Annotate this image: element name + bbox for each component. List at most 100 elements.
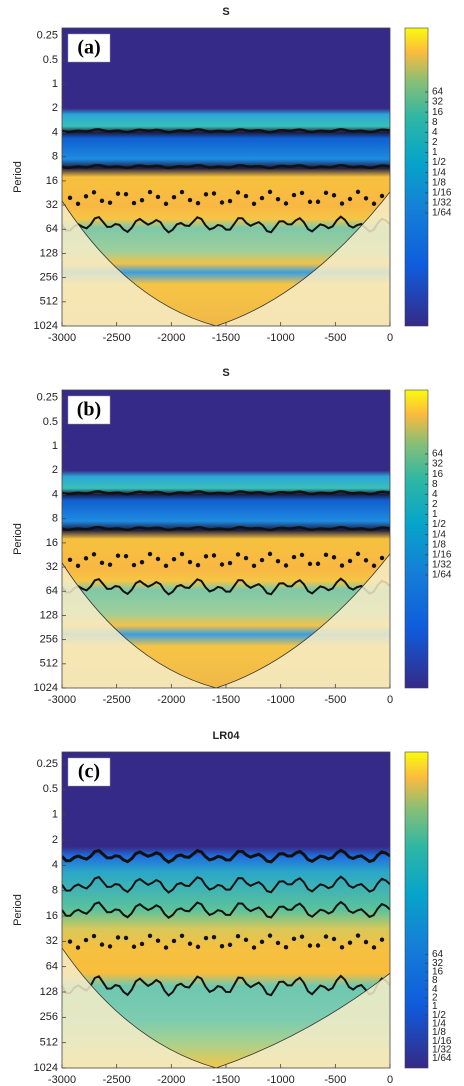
contour-dot [123, 191, 129, 197]
contour-dot [211, 553, 217, 558]
contour-dot [187, 941, 193, 946]
contour-dot [179, 189, 185, 195]
contour-dot [363, 939, 369, 945]
panel-label-box [67, 33, 111, 63]
colorbar-tick-label: 8 [432, 117, 438, 128]
contour-dot [331, 555, 337, 560]
contour-dot [243, 555, 249, 561]
contour-dot [251, 563, 257, 568]
y-tick-label: 1024 [34, 320, 58, 332]
colorbar-fill [404, 389, 429, 689]
contour-dot [355, 189, 361, 195]
y-tick-label: 32 [46, 199, 58, 211]
colorbar-tick-label: 32 [432, 958, 444, 969]
y-tick-label: 256 [40, 1011, 58, 1023]
colorbar-tick-label: 1/4 [432, 167, 446, 178]
colorbar-fill [404, 27, 429, 327]
contour-dot [283, 563, 289, 568]
contour-dot [331, 936, 337, 942]
y-tick-label: 8 [52, 513, 58, 525]
contour-dot [115, 553, 121, 558]
colorbar-fill [404, 751, 429, 1069]
y-tick-label: 0.25 [37, 30, 58, 42]
contour-dot [163, 563, 169, 569]
contour-dot [211, 191, 217, 196]
contour [62, 577, 390, 596]
panel: (b)SPeriod0.250.512481632641282565121024… [12, 367, 452, 706]
contour-dot [299, 552, 305, 558]
colorbar-tick-label: 1/2 [432, 519, 446, 530]
y-tick-label: 1024 [34, 682, 58, 694]
contour-dot [147, 551, 153, 557]
colorbar-tick-label: 1/32 [432, 1044, 452, 1055]
y-tick-label: 16 [46, 537, 58, 549]
colorbar-tick-label: 32 [432, 459, 444, 470]
contour-dot [291, 192, 297, 198]
contour [62, 900, 390, 919]
x-tick-label: -500 [324, 694, 346, 706]
y-tick-label: 64 [46, 223, 58, 235]
x-tick-label: -2000 [157, 1074, 185, 1086]
contour-dot [107, 562, 113, 567]
colorbar-tick-label: 2 [432, 137, 438, 148]
y-tick-label: 256 [40, 272, 58, 284]
y-tick-label: 4 [52, 126, 58, 138]
contour-dot [211, 935, 217, 940]
colorbar-tick-label: 64 [432, 949, 444, 960]
contour-dot [91, 933, 97, 939]
contour-dot [275, 196, 281, 202]
contour-dot [139, 560, 145, 565]
y-tick-label: 128 [40, 609, 58, 621]
chart-title: S [222, 6, 229, 18]
colorbar-tick-label: 1/4 [432, 529, 446, 540]
panel-label: (b) [77, 399, 101, 421]
contour [62, 490, 390, 496]
y-tick-label: 2 [52, 464, 58, 476]
colorbar-tick-label: 2 [432, 499, 438, 510]
contour-dot [379, 193, 385, 199]
contour-dot [347, 196, 353, 202]
contour-dot [355, 933, 361, 938]
colorbar-tick-label: 4 [432, 984, 438, 995]
x-tick-label: -3000 [48, 694, 76, 706]
contour-dot [155, 938, 161, 943]
colorbar-tick-label: 4 [432, 489, 438, 500]
panel-label: (c) [78, 761, 100, 783]
contour-dot [299, 934, 305, 939]
contour-dot [235, 552, 241, 557]
contour-dot [275, 558, 281, 564]
y-tick-label: 32 [46, 561, 58, 573]
panel: (c)LR04Period0.250.512481632641282565121… [12, 730, 452, 1086]
y-axis-label: Period [12, 523, 24, 555]
contour-dot [75, 201, 81, 207]
contour-dot [195, 562, 201, 568]
contour-dot [75, 945, 81, 950]
contour-dot [283, 945, 289, 950]
contour-dot [339, 563, 345, 568]
y-tick-label: 4 [52, 488, 58, 500]
x-tick-label: -2500 [103, 1074, 131, 1086]
contour-dot [99, 560, 105, 566]
contour-dot [83, 937, 89, 943]
y-axis-label: Period [12, 894, 24, 926]
contour [62, 525, 390, 532]
chart-title: LR04 [213, 730, 241, 742]
colorbar-tick-label: 1/8 [432, 177, 446, 188]
cone-outside [62, 553, 390, 688]
contour-dot [227, 560, 233, 566]
contour-dot [227, 198, 233, 204]
contour-dot [99, 942, 105, 947]
contour-dot [195, 944, 201, 950]
colorbar-tick-label: 1/16 [432, 549, 452, 560]
contour-dot [259, 939, 265, 945]
y-tick-label: 4 [52, 859, 58, 871]
y-tick-label: 16 [46, 910, 58, 922]
contour-dot [307, 561, 313, 567]
cone-outside [62, 191, 390, 326]
contour-dot [83, 556, 89, 561]
x-tick-label: 0 [387, 694, 393, 706]
y-tick-label: 8 [52, 885, 58, 897]
colorbar-tick-label: 1/32 [432, 560, 452, 571]
